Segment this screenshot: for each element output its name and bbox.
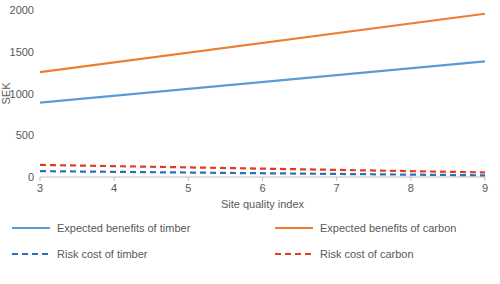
series-line xyxy=(40,171,485,175)
y-tick-label: 1000 xyxy=(10,88,34,100)
x-tick-label: 3 xyxy=(37,182,43,194)
plot-area xyxy=(40,14,485,176)
legend-swatch xyxy=(12,227,50,229)
legend-swatch xyxy=(12,253,50,255)
x-tick xyxy=(188,177,189,181)
x-tick-label: 7 xyxy=(334,182,340,194)
legend-label: Expected benefits of carbon xyxy=(320,222,456,234)
chart: 0 500 1000 1500 2000 3 4 5 6 7 8 9 Site quality inde… xyxy=(0,0,500,284)
x-tick-label: 5 xyxy=(185,182,191,194)
x-tick xyxy=(336,177,337,181)
x-axis-label: Site quality index xyxy=(221,198,305,210)
x-tick-label: 8 xyxy=(408,182,414,194)
series-line xyxy=(40,61,485,102)
y-axis-label: SEK xyxy=(0,82,12,105)
x-tick xyxy=(410,177,411,181)
x-tick-label: 4 xyxy=(111,182,117,194)
x-tick-label: 6 xyxy=(259,182,265,194)
x-tick xyxy=(40,177,41,181)
x-tick-label: 9 xyxy=(482,182,488,194)
x-tick xyxy=(485,177,486,181)
y-tick-label: 1500 xyxy=(10,46,34,58)
y-tick-label: 0 xyxy=(28,171,34,183)
series-line xyxy=(40,165,485,173)
x-tick xyxy=(114,177,115,181)
series-line xyxy=(40,14,485,72)
legend-swatch xyxy=(275,227,313,229)
y-tick-label: 500 xyxy=(16,129,34,141)
legend-label: Expected benefits of timber xyxy=(57,222,191,234)
legend-label: Risk cost of carbon xyxy=(320,248,414,260)
legend-swatch xyxy=(275,253,313,255)
legend-label: Risk cost of timber xyxy=(57,248,148,260)
x-tick xyxy=(262,177,263,181)
y-tick-label: 2000 xyxy=(10,4,34,16)
